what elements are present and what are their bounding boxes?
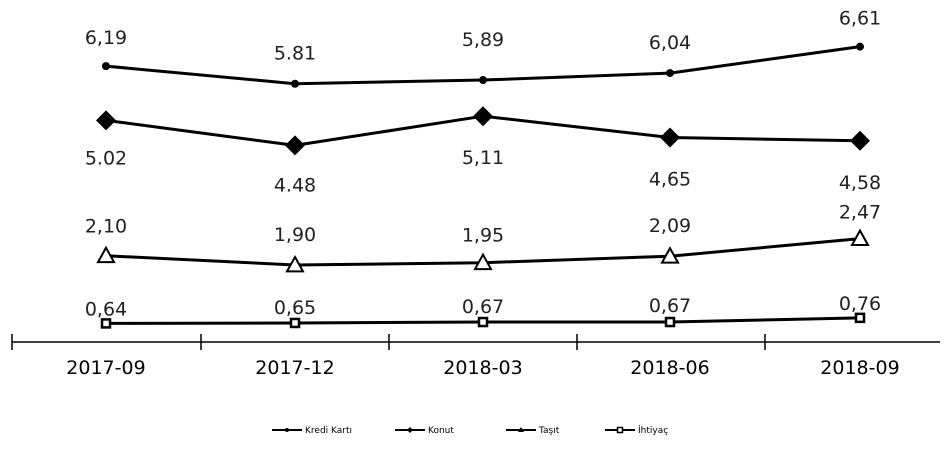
data-point-tasit-2018-03 bbox=[473, 252, 493, 271]
data-point-kredi-karti-2018-03 bbox=[479, 76, 487, 85]
series-kredi-karti: 6,19 5.81 5,89 6,04 6,61 bbox=[85, 8, 881, 88]
data-point-konut-2018-09 bbox=[850, 130, 870, 151]
x-axis: 2017-09 2017-12 2018-03 2018-06 2018-09 bbox=[11, 334, 940, 379]
data-label-tasit-2017-09: 2,10 bbox=[85, 216, 127, 238]
data-point-tasit-2018-06 bbox=[660, 246, 680, 264]
series-ihtiyac: 0,64 0,65 0,67 0,67 0,76 bbox=[85, 293, 881, 329]
data-point-konut-2017-09 bbox=[96, 110, 116, 131]
series-tasit: 2,10 1,90 1,95 2,09 2,47 bbox=[85, 202, 881, 273]
legend-label-konut: Konut bbox=[428, 426, 454, 436]
legend-marker-ihtiyac bbox=[616, 426, 624, 434]
data-label-ihtiyac-2018-03: 0,67 bbox=[462, 296, 504, 318]
data-point-tasit-2017-12 bbox=[285, 254, 305, 273]
legend-item-konut: Konut bbox=[395, 426, 454, 436]
data-label-konut-2018-06: 4,65 bbox=[649, 169, 691, 191]
x-tick-label-2017-09: 2017-09 bbox=[66, 357, 145, 379]
data-label-ihtiyac-2018-09: 0,76 bbox=[839, 293, 881, 315]
legend-label-ihtiyac: İhtiyaç bbox=[638, 425, 668, 436]
x-tick-label-2018-06: 2018-06 bbox=[630, 357, 709, 379]
legend-marker-kredi-karti bbox=[285, 428, 289, 432]
data-label-tasit-2017-12: 1,90 bbox=[274, 224, 316, 246]
legend-label-kredi-karti: Kredi Kartı bbox=[305, 426, 352, 436]
data-label-tasit-2018-09: 2,47 bbox=[839, 202, 881, 224]
data-label-konut-2017-09: 5.02 bbox=[85, 147, 127, 169]
legend-marker-konut bbox=[407, 427, 413, 433]
data-point-ihtiyac-2018-06 bbox=[664, 316, 676, 328]
data-label-kredi-karti-2018-06: 6,04 bbox=[649, 32, 691, 54]
data-point-kredi-karti-2018-09 bbox=[856, 42, 864, 51]
data-point-konut-2018-03 bbox=[473, 106, 493, 127]
data-point-ihtiyac-2018-03 bbox=[477, 316, 489, 328]
data-label-konut-2017-12: 4.48 bbox=[274, 174, 316, 196]
data-point-ihtiyac-2017-12 bbox=[289, 317, 301, 329]
data-point-ihtiyac-2018-09 bbox=[854, 312, 866, 324]
data-point-kredi-karti-2017-09 bbox=[102, 62, 110, 71]
data-label-ihtiyac-2017-12: 0,65 bbox=[274, 297, 316, 319]
data-label-tasit-2018-06: 2,09 bbox=[649, 215, 691, 237]
data-label-ihtiyac-2017-09: 0,64 bbox=[85, 298, 127, 320]
data-point-tasit-2018-09 bbox=[850, 228, 870, 246]
data-label-konut-2018-09: 4,58 bbox=[839, 172, 881, 194]
data-point-kredi-karti-2018-06 bbox=[666, 69, 674, 78]
legend-item-tasit: Taşıt bbox=[506, 426, 560, 436]
legend-item-ihtiyac: İhtiyaç bbox=[605, 425, 668, 436]
x-tick-label-2018-09: 2018-09 bbox=[820, 357, 899, 379]
data-label-kredi-karti-2018-09: 6,61 bbox=[839, 8, 881, 30]
legend-label-tasit: Taşıt bbox=[538, 426, 560, 436]
x-tick-label-2018-03: 2018-03 bbox=[443, 357, 522, 379]
data-point-konut-2018-06 bbox=[660, 127, 680, 148]
data-point-konut-2017-12 bbox=[285, 135, 305, 156]
data-label-ihtiyac-2018-06: 0,67 bbox=[649, 295, 691, 317]
legend-marker-tasit bbox=[518, 427, 524, 432]
series-layer: 6,19 5.81 5,89 6,04 6,61 5.02 4.48 5,11 4,65 4,58… bbox=[85, 8, 881, 329]
data-point-ihtiyac-2017-09 bbox=[100, 318, 112, 329]
x-tick-label-2017-12: 2017-12 bbox=[255, 357, 334, 379]
legend: Kredi Kartı Konut Taşıt İhtiyaç bbox=[272, 425, 668, 436]
data-point-kredi-karti-2017-12 bbox=[291, 79, 299, 88]
data-point-tasit-2017-09 bbox=[96, 245, 116, 264]
data-label-tasit-2018-03: 1,95 bbox=[462, 225, 504, 247]
series-konut: 5.02 4.48 5,11 4,65 4,58 bbox=[85, 106, 881, 196]
data-label-kredi-karti-2017-09: 6,19 bbox=[85, 27, 127, 49]
data-label-kredi-karti-2017-12: 5.81 bbox=[274, 43, 316, 65]
data-label-kredi-karti-2018-03: 5,89 bbox=[462, 29, 504, 51]
data-label-konut-2018-03: 5,11 bbox=[462, 147, 504, 169]
legend-item-kredi-karti: Kredi Kartı bbox=[272, 426, 352, 436]
